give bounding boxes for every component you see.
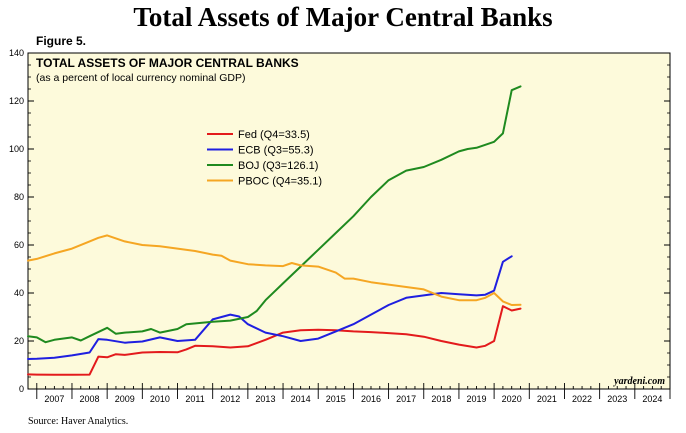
legend-label-boj: BOJ (Q3=126.1): [238, 160, 318, 172]
x-tick-label: 2014: [291, 394, 311, 404]
legend: Fed (Q4=33.5) ECB (Q3=55.3) BOJ (Q3=126.1)…: [207, 129, 322, 188]
x-tick-label: 2008: [80, 394, 100, 404]
x-tick-label: 2017: [396, 394, 416, 404]
y-tick-label: 140: [9, 48, 24, 58]
x-tick-label: 2015: [326, 394, 346, 404]
y-tick-label: 100: [9, 144, 24, 154]
legend-label-ecb: ECB (Q3=55.3): [238, 145, 314, 157]
x-tick-label: 2016: [361, 394, 381, 404]
y-tick-label: 20: [14, 336, 24, 346]
watermark: yardeni.com: [613, 376, 665, 387]
series-layer: [27, 85, 522, 376]
x-tick-label: 2007: [44, 394, 64, 404]
y-tick-label: 60: [14, 240, 24, 250]
series-line-fed: [27, 305, 522, 376]
legend-label-fed: Fed (Q4=33.5): [238, 129, 310, 141]
x-tick-label: 2020: [502, 394, 522, 404]
x-tick-label: 2010: [150, 394, 170, 404]
y-tick-label: 40: [14, 288, 24, 298]
x-tick-label: 2011: [185, 394, 204, 404]
y-tick-label: 80: [14, 192, 24, 202]
legend-label-pboc: PBOC (Q4=35.1): [238, 176, 322, 188]
x-axis: 2007 2008 2009 2010 2011 2012 2013 2014 2015 2016…: [27, 383, 671, 404]
x-tick-label: 2009: [115, 394, 135, 404]
x-tick-label: 2019: [467, 394, 487, 404]
x-tick-label: 2022: [572, 394, 592, 404]
x-tick-label: 2013: [255, 394, 275, 404]
source-note: Source: Haver Analytics.: [28, 416, 129, 427]
x-tick-label: 2024: [642, 394, 662, 404]
y-tick-label: 120: [9, 96, 24, 106]
series-line-ecb: [27, 255, 513, 360]
x-tick-label: 2018: [431, 394, 451, 404]
y-axis: 0 20 40 60 80 100 120 140: [9, 48, 670, 394]
x-tick-label: 2021: [537, 394, 557, 404]
x-tick-label: 2012: [220, 394, 240, 404]
figure-label: Figure 5.: [36, 34, 87, 48]
x-tick-label: 2023: [607, 394, 627, 404]
chart-title: TOTAL ASSETS OF MAJOR CENTRAL BANKS: [36, 56, 299, 70]
series-line-pboc: [27, 234, 522, 306]
series-line-boj: [27, 85, 522, 344]
page-title: Total Assets of Major Central Banks: [133, 2, 553, 32]
chart-subtitle: (as a percent of local currency nominal …: [36, 72, 246, 84]
y-tick-label: 0: [19, 384, 24, 394]
